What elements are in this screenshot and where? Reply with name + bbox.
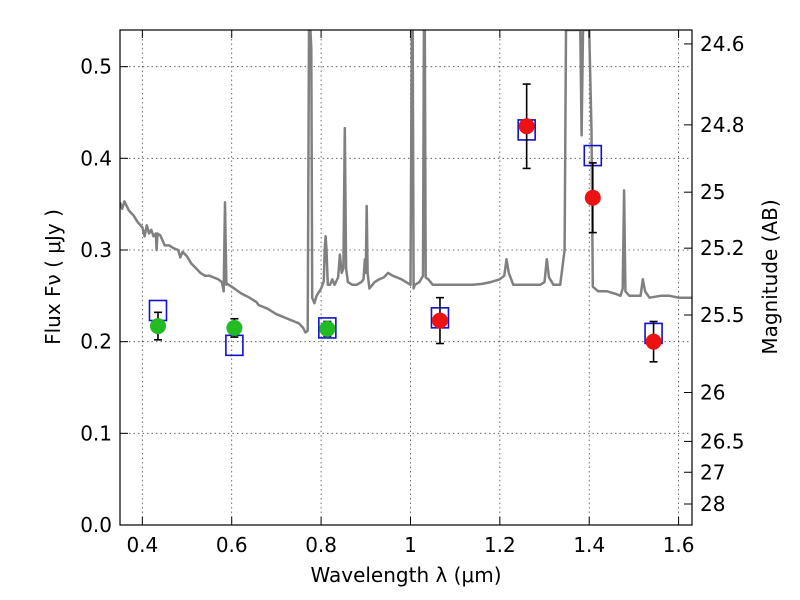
x-tick-label: 1.4 bbox=[573, 533, 605, 557]
observed-point bbox=[226, 319, 243, 336]
right-tick-label: 26.5 bbox=[700, 429, 745, 453]
observed-point bbox=[149, 318, 166, 335]
x-axis-ticks: 0.4 0.6 0.8 1 1.2 1.4 1.6 bbox=[126, 30, 695, 557]
right-tick-label: 24.6 bbox=[700, 32, 745, 56]
x-tick-label: 1.2 bbox=[484, 533, 516, 557]
plot-frame bbox=[119, 29, 693, 526]
observed-point bbox=[645, 333, 662, 350]
x-tick-label: 0.6 bbox=[216, 533, 248, 557]
right-tick-label: 25.2 bbox=[700, 236, 745, 260]
right-tick-label: 28 bbox=[700, 492, 725, 516]
y-tick-label: 0.1 bbox=[80, 421, 112, 445]
y-tick-label: 0.0 bbox=[80, 513, 112, 537]
y-tick-label: 0.4 bbox=[80, 146, 112, 170]
y-axis-label: Flux Fν ( μJy ) bbox=[41, 209, 65, 345]
x-axis-label: Wavelength λ (μm) bbox=[310, 563, 501, 587]
template-spectrum bbox=[120, 30, 692, 334]
observed-point bbox=[431, 312, 448, 329]
model-box-marker bbox=[225, 334, 244, 357]
right-tick-label: 26 bbox=[700, 381, 725, 405]
right-tick-label: 25 bbox=[700, 180, 725, 204]
right-tick-label: 24.8 bbox=[700, 113, 745, 137]
data-points bbox=[148, 83, 663, 363]
right-tick-label: 27 bbox=[700, 460, 725, 484]
right-axis-label: Magnitude (AB) bbox=[758, 199, 782, 354]
y-tick-label: 0.5 bbox=[80, 55, 112, 79]
x-tick-label: 1.6 bbox=[663, 533, 695, 557]
observed-point bbox=[518, 118, 535, 135]
observed-point bbox=[319, 320, 336, 337]
x-tick-label: 0.4 bbox=[126, 533, 158, 557]
x-tick-label: 1 bbox=[404, 533, 417, 557]
right-axis-ticks: 24.6 24.8 25 25.2 25.5 26 26.5 27 28 bbox=[684, 32, 745, 516]
x-tick-label: 0.8 bbox=[305, 533, 337, 557]
right-tick-label: 25.5 bbox=[700, 303, 745, 327]
model-box-marker bbox=[318, 317, 337, 339]
template-spectrum-line bbox=[120, 30, 692, 334]
y-tick-label: 0.2 bbox=[80, 330, 112, 354]
observed-point bbox=[584, 189, 601, 206]
grid bbox=[120, 30, 692, 525]
y-axis-ticks: 0.0 0.1 0.2 0.3 0.4 0.5 bbox=[80, 55, 128, 537]
y-tick-label: 0.3 bbox=[80, 238, 112, 262]
